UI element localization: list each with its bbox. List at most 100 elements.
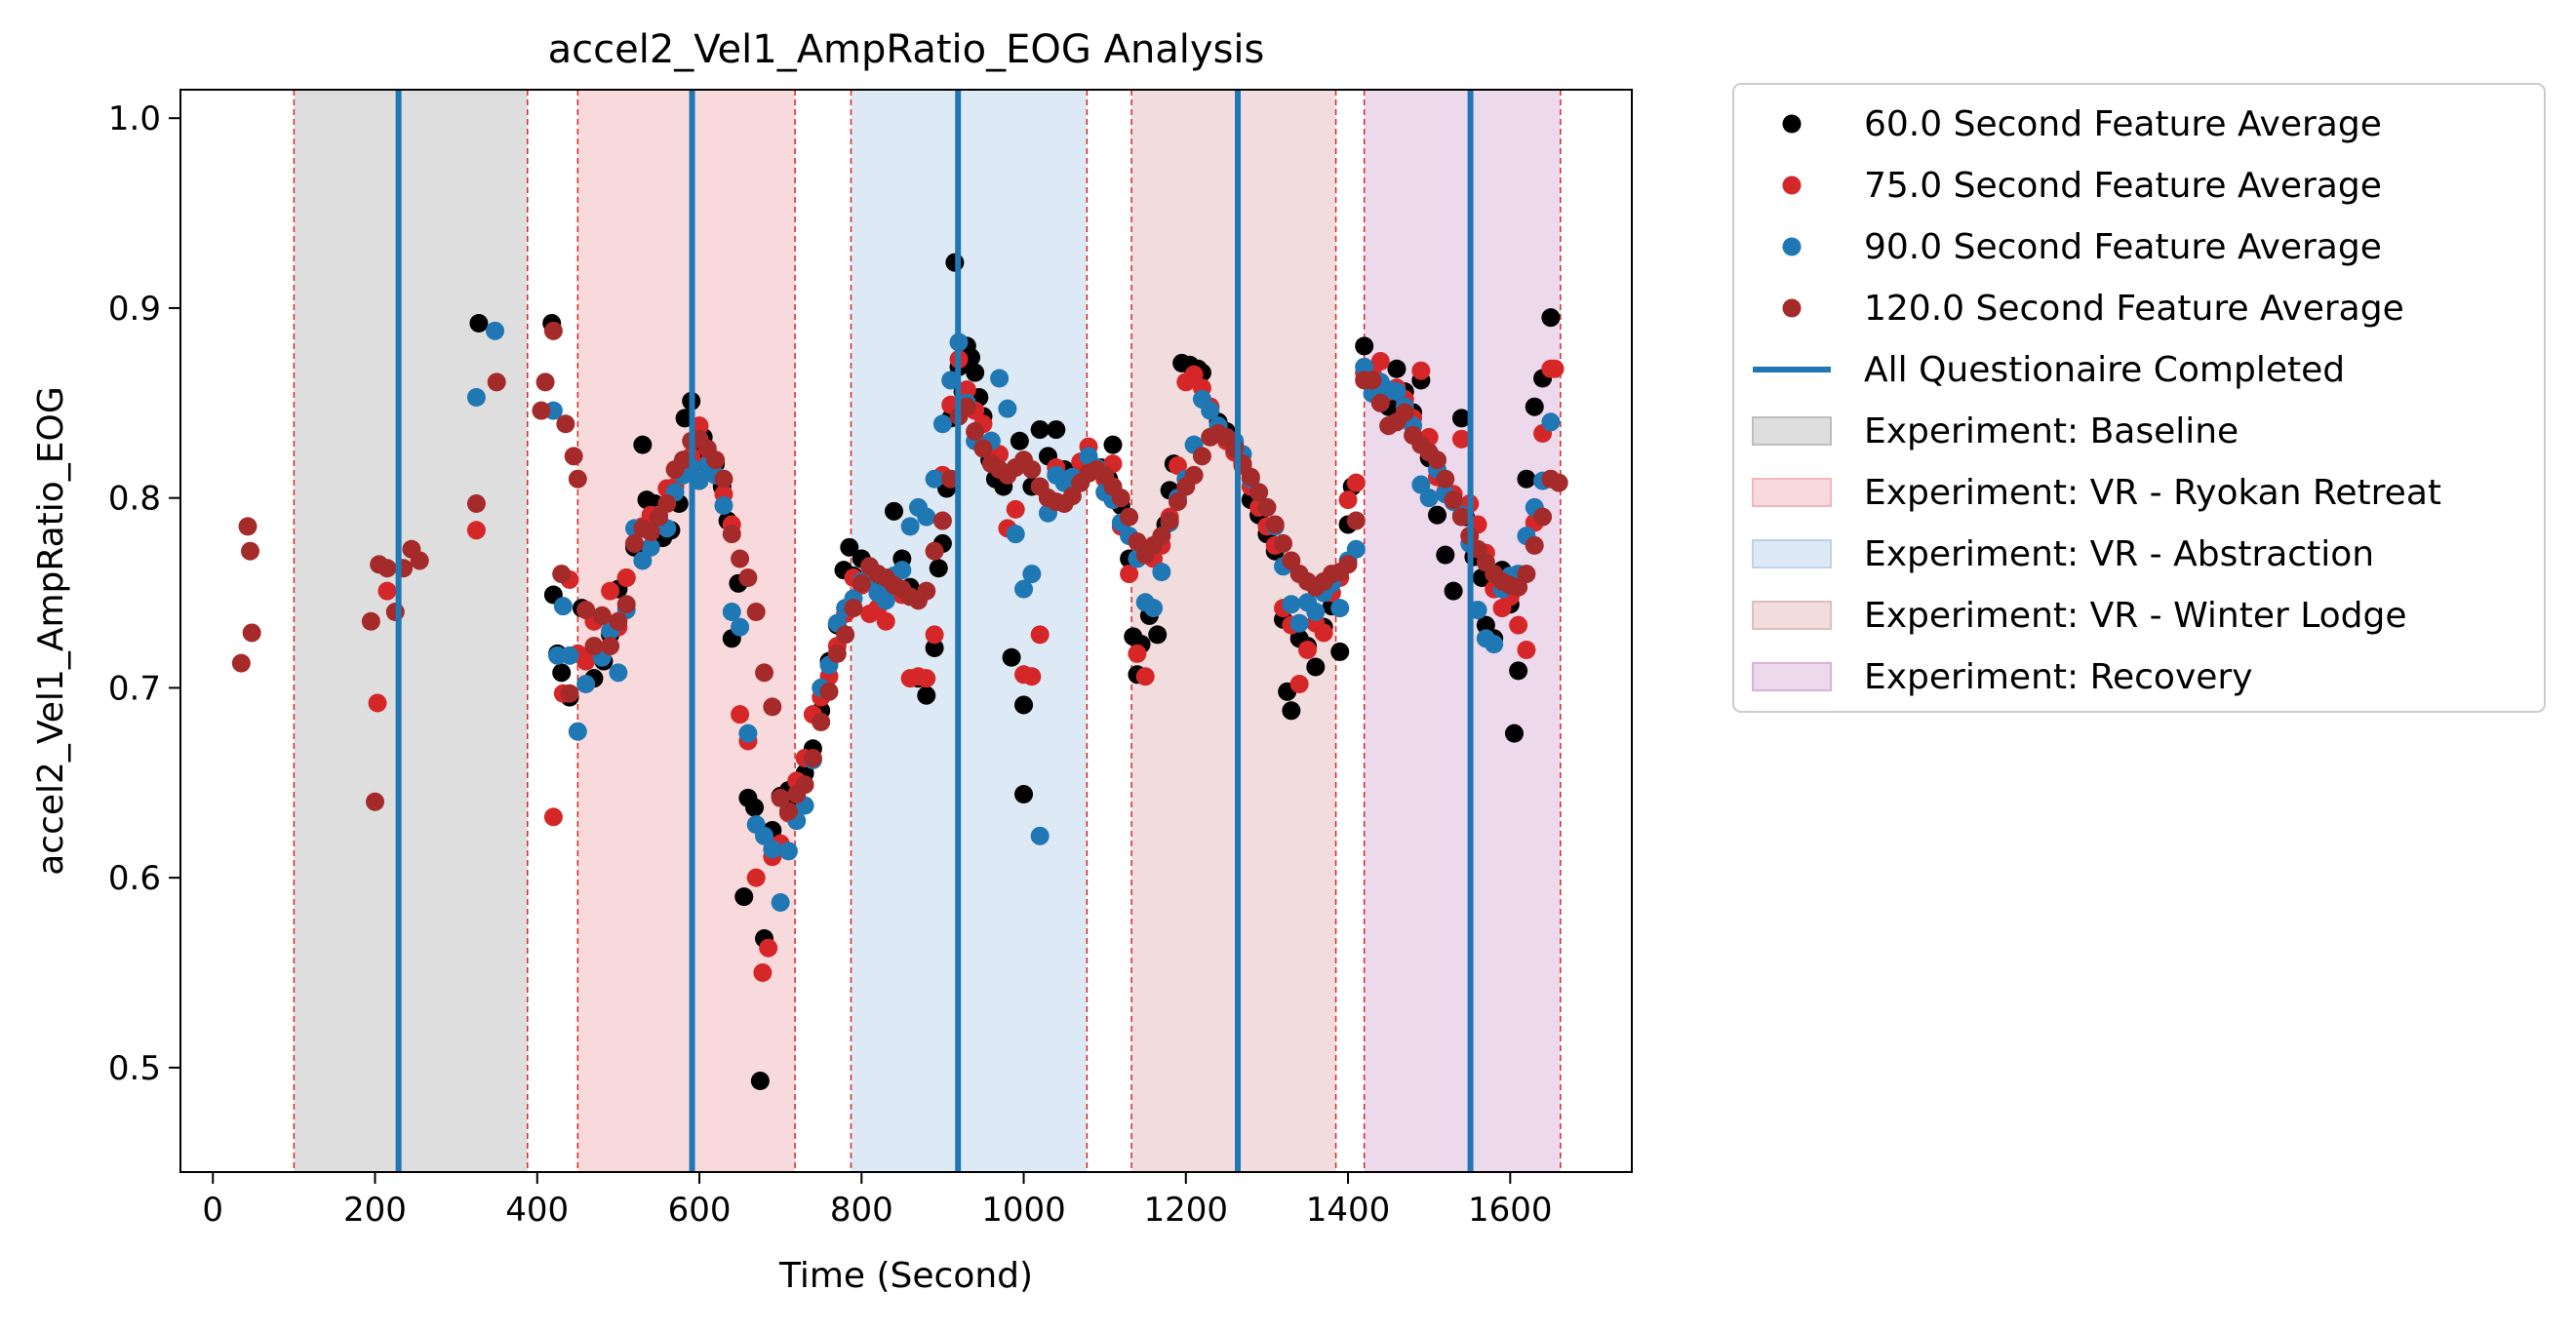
data-point [1047, 420, 1066, 440]
data-point [1168, 492, 1187, 512]
data-point [1135, 667, 1155, 686]
data-point [1363, 371, 1382, 390]
data-point [584, 637, 604, 656]
data-point [1330, 599, 1350, 618]
legend-label: Experiment: Recovery [1864, 657, 2253, 697]
data-point [778, 802, 798, 821]
y-axis-label: accel2_Vel1_AmpRatio_EOG [31, 386, 71, 876]
data-point [1006, 499, 1025, 519]
data-point [990, 369, 1010, 388]
data-point [925, 469, 944, 489]
data-point [633, 551, 653, 570]
data-point [377, 559, 397, 578]
data-point [553, 597, 573, 616]
data-point [1289, 675, 1309, 694]
data-point [1509, 577, 1528, 597]
data-point [966, 363, 985, 382]
data-point [945, 253, 965, 272]
data-point [592, 606, 612, 625]
data-point [957, 380, 976, 400]
x-axis-label: Time (Second) [778, 1256, 1033, 1296]
data-point [1030, 420, 1050, 440]
data-point [1387, 382, 1407, 402]
data-point [1436, 545, 1455, 565]
experiment-region [851, 90, 1088, 1172]
data-point [1120, 565, 1139, 584]
data-point [1427, 505, 1447, 525]
legend-patch-swatch [1752, 662, 1832, 691]
data-point [734, 887, 754, 907]
data-point [917, 669, 936, 688]
data-point [625, 533, 645, 553]
data-point [1411, 361, 1431, 380]
data-point [1128, 644, 1147, 663]
legend-marker [1782, 298, 1802, 318]
data-point [1282, 595, 1301, 614]
data-point [1144, 599, 1164, 618]
data-point [487, 372, 506, 392]
data-point [1022, 459, 1042, 479]
data-point [852, 573, 871, 593]
data-point [1152, 527, 1171, 546]
data-point [1525, 397, 1544, 416]
legend-label: 60.0 Second Feature Average [1864, 104, 2382, 144]
y-tick-label: 0.7 [108, 669, 161, 708]
questionnaire-lines [395, 90, 1474, 1172]
x-tick-label: 800 [830, 1191, 893, 1230]
y-tick-label: 0.6 [108, 859, 161, 898]
data-point [759, 938, 778, 958]
data-point [1545, 359, 1565, 378]
data-point [366, 792, 385, 811]
y-tick-label: 0.9 [108, 290, 161, 329]
data-point [1184, 365, 1204, 384]
data-point [900, 517, 920, 536]
data-point [714, 495, 733, 515]
data-point [722, 525, 741, 544]
data-point [1444, 581, 1463, 601]
data-point [1355, 336, 1374, 356]
data-point [1451, 429, 1471, 449]
legend-patch-swatch [1752, 601, 1832, 630]
data-point [385, 603, 405, 622]
data-point [1148, 625, 1168, 645]
data-point [1509, 661, 1528, 681]
data-point [1517, 640, 1536, 659]
data-point [609, 611, 628, 631]
data-point [1289, 613, 1309, 633]
data-point [556, 414, 575, 434]
data-point [1249, 483, 1269, 502]
data-point [803, 748, 822, 767]
y-tick-label: 0.8 [108, 480, 161, 519]
data-point [361, 611, 380, 631]
data-point [1395, 403, 1414, 422]
data-point [543, 321, 563, 340]
data-point [1444, 490, 1463, 510]
data-point [377, 581, 397, 601]
data-point [885, 501, 904, 521]
data-point [1346, 511, 1366, 530]
legend-patch-swatch [1752, 539, 1832, 568]
data-point [1282, 551, 1301, 570]
data-point [973, 439, 993, 458]
data-point [917, 581, 936, 601]
data-point [1451, 507, 1471, 527]
data-point [1517, 469, 1536, 489]
data-point [917, 507, 936, 527]
data-point [1306, 657, 1326, 677]
data-point [1387, 359, 1407, 378]
data-point [1010, 431, 1029, 450]
data-point [486, 321, 505, 340]
legend-label: All Questionaire Completed [1864, 350, 2345, 390]
data-point [840, 537, 859, 557]
data-point [1338, 490, 1358, 510]
legend-marker [1782, 114, 1802, 134]
data-point [932, 511, 952, 530]
data-point [1370, 351, 1390, 371]
data-point [1297, 640, 1317, 659]
experiment-region [1364, 90, 1561, 1172]
chart-title: accel2_Vel1_AmpRatio_EOG Analysis [548, 27, 1265, 72]
legend-label: 90.0 Second Feature Average [1864, 227, 2382, 267]
data-point [771, 788, 790, 807]
data-point [746, 603, 766, 622]
data-point [543, 807, 563, 827]
